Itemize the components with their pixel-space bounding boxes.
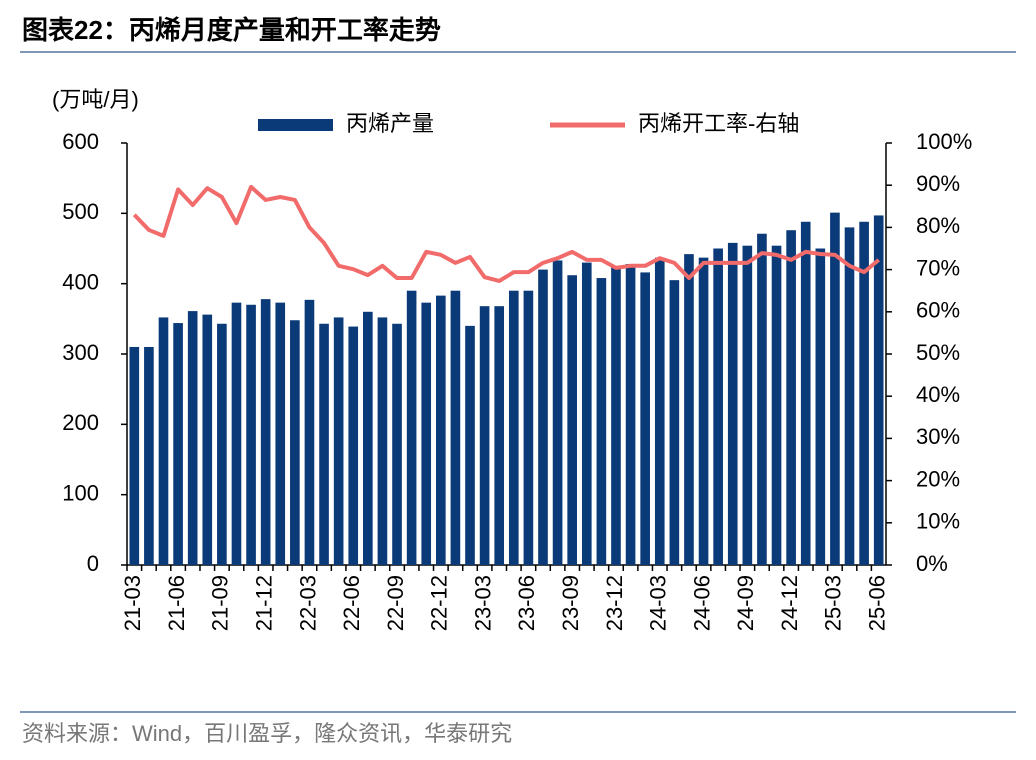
bar <box>158 317 169 565</box>
bar <box>246 304 256 565</box>
bar <box>319 323 329 565</box>
bar <box>494 306 505 565</box>
bar <box>654 257 665 565</box>
x-tick-label: 24-12 <box>777 575 802 631</box>
y2-tick-label: 60% <box>916 298 960 323</box>
bar <box>187 311 198 565</box>
bar <box>523 290 534 565</box>
bar <box>217 323 227 565</box>
bar <box>669 280 680 565</box>
bar <box>552 260 563 565</box>
y2-tick-label: 70% <box>916 255 960 280</box>
y-tick-label: 600 <box>62 129 99 154</box>
bar <box>173 323 183 565</box>
bar <box>144 346 154 565</box>
bar <box>363 311 373 565</box>
x-tick-label: 22-09 <box>383 575 408 631</box>
bar <box>333 317 344 565</box>
x-tick-label: 21-03 <box>120 575 145 631</box>
bar <box>771 245 782 566</box>
bar <box>684 254 694 566</box>
y2-tick-label: 20% <box>916 466 960 491</box>
x-tick-label: 23-09 <box>558 575 583 631</box>
bar <box>873 215 884 565</box>
bar <box>625 263 636 565</box>
bar <box>844 227 855 565</box>
bar <box>421 302 432 565</box>
bar <box>377 317 388 565</box>
x-tick-label: 21-12 <box>251 575 276 631</box>
bar <box>479 306 490 565</box>
legend-label: 丙烯产量 <box>346 111 434 136</box>
x-tick-label: 24-03 <box>646 575 671 631</box>
bar <box>538 269 548 565</box>
y2-tick-label: 90% <box>916 171 960 196</box>
x-tick-label: 22-12 <box>427 575 452 631</box>
bar <box>508 290 519 565</box>
y-tick-label: 400 <box>62 269 99 294</box>
bar <box>406 290 417 565</box>
bar <box>596 278 607 565</box>
legend-swatch <box>258 119 333 131</box>
bar <box>830 212 840 565</box>
bar <box>727 242 738 565</box>
x-tick-label: 21-09 <box>208 575 233 631</box>
bar <box>815 248 826 565</box>
y2-tick-label: 10% <box>916 509 960 534</box>
legend-label: 丙烯开工率-右轴 <box>638 111 799 136</box>
y-axis-label: (万吨/月) <box>52 87 139 112</box>
bar <box>859 221 869 566</box>
y2-tick-label: 30% <box>916 424 960 449</box>
bar <box>304 299 315 565</box>
y-tick-label: 300 <box>62 340 99 365</box>
bar <box>260 299 271 565</box>
bar <box>231 302 242 565</box>
bar <box>290 320 300 565</box>
bar <box>202 314 213 565</box>
y-tick-label: 0 <box>87 551 99 576</box>
bar <box>800 221 811 566</box>
bar <box>698 257 709 565</box>
x-tick-label: 23-12 <box>602 575 627 631</box>
line <box>132 184 880 283</box>
x-tick-label: 21-06 <box>164 575 189 631</box>
bar <box>757 233 767 566</box>
y-tick-label: 200 <box>62 410 99 435</box>
bar <box>567 275 577 565</box>
x-tick-label: 25-06 <box>865 575 890 631</box>
x-tick-label: 25-03 <box>821 575 846 631</box>
bar <box>348 326 359 565</box>
bar <box>129 346 140 565</box>
y2-tick-label: 40% <box>916 382 960 407</box>
x-tick-label: 24-09 <box>733 575 758 631</box>
chart-title: 图表22：丙烯月度产量和开工率走势 <box>22 15 441 45</box>
x-tick-label: 22-03 <box>295 575 320 631</box>
bar <box>465 325 475 565</box>
x-tick-label: 22-06 <box>339 575 364 631</box>
y2-tick-label: 50% <box>916 340 960 365</box>
y2-tick-label: 0% <box>916 551 948 576</box>
bar <box>640 272 650 565</box>
source-note: 资料来源：Wind，百川盈孚，隆众资讯，华泰研究 <box>22 721 512 746</box>
bar <box>713 248 723 565</box>
x-tick-label: 24-06 <box>689 575 714 631</box>
bar <box>742 245 753 566</box>
bar <box>436 295 446 565</box>
y-tick-label: 100 <box>62 480 99 505</box>
bar <box>581 262 592 565</box>
x-tick-label: 23-03 <box>470 575 495 631</box>
y2-tick-label: 100% <box>916 129 972 154</box>
bar <box>392 323 402 565</box>
bar <box>786 230 796 566</box>
bar <box>450 290 461 565</box>
bar <box>275 302 286 565</box>
y-tick-label: 500 <box>62 199 99 224</box>
bar <box>611 266 621 565</box>
y2-tick-label: 80% <box>916 213 960 238</box>
x-tick-label: 23-06 <box>514 575 539 631</box>
